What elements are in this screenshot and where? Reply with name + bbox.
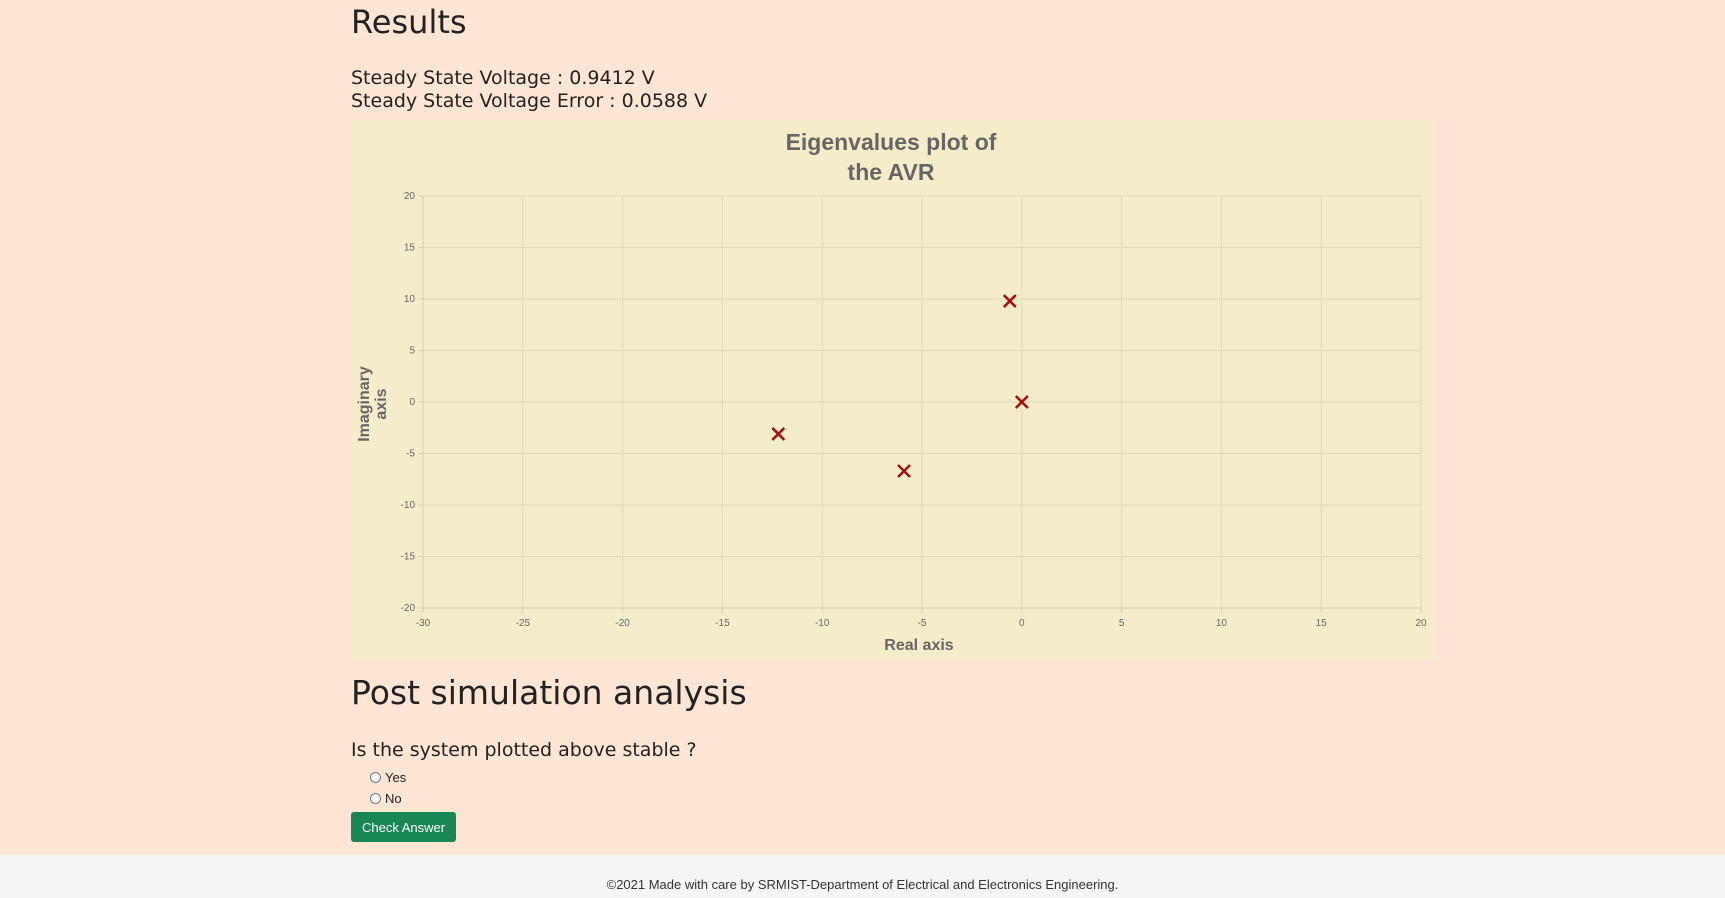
x-tick-label: 15: [1316, 618, 1328, 629]
option-yes[interactable]: Yes: [370, 770, 406, 785]
marker-stroke: [897, 464, 911, 478]
x-tick-label: 0: [1019, 618, 1025, 629]
marker-stroke: [1014, 395, 1029, 409]
x-tick-label: 10: [1216, 618, 1228, 629]
y-tick-label: -15: [401, 552, 416, 563]
eigenvalue-point: [1002, 294, 1017, 308]
x-tick-label: -5: [918, 618, 927, 629]
y-tick-label: 0: [409, 397, 415, 408]
eigenvalues-chart-svg: -30 -25 -20 -15 -10 -5 0 5 10 15 20 20 15 10 5 0 -5 -10 -1…: [356, 129, 1427, 654]
no-label: No: [385, 791, 402, 806]
option-no[interactable]: No: [370, 791, 402, 806]
x-tick-label: -10: [815, 618, 830, 629]
eigenvalue-point: [1014, 395, 1029, 409]
no-radio[interactable]: [370, 793, 381, 804]
y-tick-label: 5: [409, 346, 415, 357]
x-tick-label: -20: [615, 618, 630, 629]
steady-state-voltage: Steady State Voltage : 0.9412 V: [351, 67, 655, 89]
y-tick-label: -5: [406, 449, 415, 460]
eigenvalues-chart: -30 -25 -20 -15 -10 -5 0 5 10 15 20 20 15 10 5 0 -5 -10 -1…: [351, 120, 1433, 660]
x-tick-label: -30: [416, 618, 431, 629]
y-tick-label: -20: [401, 603, 416, 614]
y-axis-label-line: Imaginary: [356, 366, 373, 442]
footer: ©2021 Made with care by SRMIST-Departmen…: [0, 855, 1725, 898]
y-tick-label: 10: [404, 294, 416, 305]
eigenvalue-point: [897, 464, 911, 478]
marker-stroke: [771, 427, 786, 441]
x-tick-label: -15: [715, 618, 730, 629]
marker-stroke: [1002, 294, 1017, 308]
eigenvalue-point: [771, 427, 786, 441]
x-tick-label: 5: [1119, 618, 1125, 629]
x-tick-label: -25: [516, 618, 531, 629]
yes-radio[interactable]: [370, 772, 381, 783]
x-axis-label: Real axis: [884, 637, 953, 654]
chart-title-line: Eigenvalues plot of: [786, 129, 997, 155]
y-tick-label: -10: [401, 500, 416, 511]
stability-question: Is the system plotted above stable ?: [351, 739, 697, 761]
chart-title-line: the AVR: [848, 159, 935, 185]
results-heading: Results: [351, 3, 467, 41]
y-tick-label: 20: [404, 191, 416, 202]
steady-state-voltage-error: Steady State Voltage Error : 0.0588 V: [351, 90, 708, 112]
yes-label: Yes: [385, 770, 407, 785]
check-answer-button[interactable]: Check Answer: [351, 812, 457, 842]
x-tick-label: 20: [1415, 618, 1427, 629]
y-tick-label: 15: [404, 243, 416, 254]
y-axis-label-line: axis: [373, 388, 390, 419]
post-simulation-heading: Post simulation analysis: [351, 673, 747, 712]
footer-text: ©2021 Made with care by SRMIST-Departmen…: [606, 877, 1119, 892]
